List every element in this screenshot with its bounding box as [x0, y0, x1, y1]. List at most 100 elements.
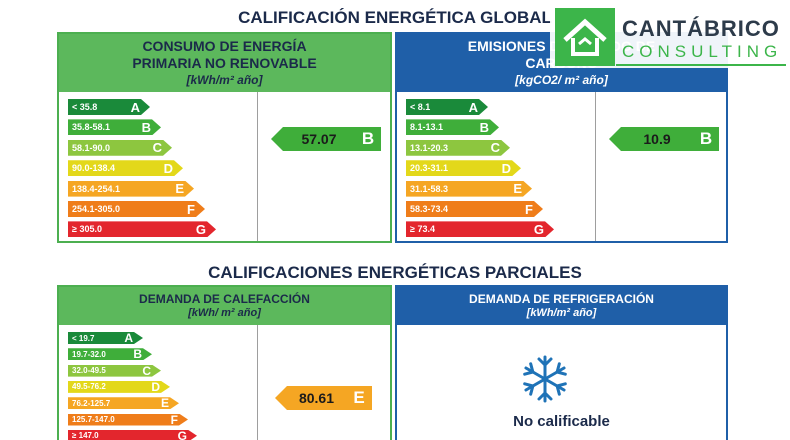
scale-arrow: 138.4-254.1 E: [68, 181, 194, 197]
scale-range: 125.7-147.0: [72, 415, 115, 424]
scale-letter: G: [195, 221, 206, 237]
scale-range: 20.3-31.1: [410, 163, 449, 174]
logo-rule: [616, 64, 786, 66]
scale-letter: D: [163, 160, 173, 176]
scale-arrow: 58.3-73.4 F: [406, 201, 543, 217]
result-arrow: 57.07 B: [271, 127, 381, 151]
scale-arrow: 125.7-147.0 F: [68, 414, 188, 426]
scale-arrow: 32.0-49.5 C: [68, 365, 161, 377]
scale-range: 254.1-305.0: [72, 204, 121, 214]
scale-arrow: 8.1-13.1 B: [406, 119, 499, 135]
scale-letter: B: [479, 119, 489, 135]
scale-letter: C: [490, 140, 500, 156]
result-value: 80.61: [298, 390, 335, 406]
scale-range: 58.3-73.4: [410, 204, 449, 214]
scale-letter: F: [187, 201, 195, 217]
scale-letter: C: [142, 363, 151, 378]
scale-letter: D: [151, 379, 160, 394]
logo: CANTÁBRICO CONSULTING: [550, 4, 790, 68]
scale-arrow: 19.7-32.0 B: [68, 348, 152, 360]
scale-letter: G: [533, 221, 544, 237]
scale-arrow: 35.8-58.1 B: [68, 119, 161, 135]
scale-range: 32.0-49.5: [72, 366, 106, 376]
scale-arrow: < 35.8 A: [68, 99, 150, 115]
scale-range: < 8.1: [410, 102, 431, 112]
heading-line: PRIMARIA NO RENOVABLE: [132, 55, 317, 71]
scale-arrow: 90.0-138.4 D: [68, 160, 183, 176]
scale-letter: F: [525, 201, 533, 217]
scale-letter: E: [513, 181, 522, 197]
scale-letter: E: [160, 396, 169, 411]
scale-arrow: ≥ 305.0 G: [68, 221, 216, 237]
scale-range: 19.7-32.0: [72, 349, 106, 359]
scale-arrow: 254.1-305.0 F: [68, 201, 205, 217]
scale-arrow: 49.5-76.2 D: [68, 381, 170, 393]
scale-range: ≥ 147.0: [72, 431, 99, 440]
result-arrow: 10.9 B: [609, 127, 719, 151]
unit: [kgCO2/ m² año]: [515, 73, 608, 87]
result-letter: E: [353, 388, 365, 407]
result-arrow: 80.61 E: [275, 386, 372, 410]
result-letter: B: [361, 129, 375, 148]
scale-range: 35.8-58.1: [72, 122, 111, 133]
scale-letter: C: [152, 140, 162, 156]
scale-letter: E: [175, 181, 184, 197]
section-title: CALIFICACIONES ENERGÉTICAS PARCIALES: [208, 263, 582, 282]
logo-icon: [555, 8, 615, 66]
scale-range: ≥ 73.4: [410, 224, 435, 235]
scale-letter: A: [130, 99, 140, 115]
scale-letter: D: [501, 160, 511, 176]
scale-range: < 35.8: [72, 102, 98, 112]
unit: [kWh/m² año]: [186, 73, 263, 87]
scale-arrow: < 8.1 A: [406, 99, 488, 115]
scale-letter: A: [124, 331, 133, 345]
panel-header: DEMANDA DE REFRIGERACIÓN [kWh/m² año]: [397, 287, 726, 325]
divider: [595, 92, 596, 241]
scale-range: 13.1-20.3: [410, 142, 449, 153]
scale-range: 49.5-76.2: [72, 382, 106, 392]
unit: [kWh/ m² año]: [188, 307, 261, 319]
scale-arrow: 31.1-58.3 E: [406, 181, 532, 197]
snowflake-icon: [521, 355, 569, 403]
scale-range: 76.2-125.7: [72, 398, 111, 408]
scale-range: 90.0-138.4: [72, 163, 116, 174]
scale-range: 138.4-254.1: [72, 183, 121, 194]
panel: CONSUMO DE ENERGÍA PRIMARIA NO RENOVABLE […: [57, 32, 392, 243]
scale-arrow: 20.3-31.1 D: [406, 160, 521, 176]
panel: EMISIONES DE DIÓXIDO DECARBONO[kgCO2/ m²…: [395, 32, 728, 243]
panel: DEMANDA DE CALEFACCIÓN [kWh/ m² año] < 19.…: [57, 285, 392, 440]
heading-line: CONSUMO DE ENERGÍA: [142, 38, 307, 54]
result-value: 10.9: [643, 131, 671, 147]
result-letter: B: [699, 129, 713, 148]
panel-header: DEMANDA DE CALEFACCIÓN [kWh/ m² año]: [59, 287, 390, 325]
scale-letter: F: [170, 412, 178, 427]
heading-line: DEMANDA DE CALEFACCIÓN: [139, 292, 310, 306]
scale-arrow: 76.2-125.7 E: [68, 397, 179, 409]
scale-arrow: < 19.7 A: [68, 332, 143, 344]
scale-letter: A: [468, 99, 478, 115]
scale-range: 31.1-58.3: [410, 183, 449, 194]
scale-range: < 19.7: [72, 333, 95, 343]
scale-arrow: 13.1-20.3 C: [406, 140, 510, 156]
divider: [257, 325, 258, 440]
panel: DEMANDA DE REFRIGERACIÓN [kWh/m² año] No c…: [395, 285, 728, 440]
scale-arrow: ≥ 147.0 G: [68, 430, 197, 440]
heading-line: DEMANDA DE REFRIGERACIÓN: [469, 292, 654, 306]
result-value: 57.07: [301, 131, 337, 147]
logo-tagline: CONSULTING: [622, 42, 783, 61]
scale-letter: B: [133, 347, 142, 362]
logo-name: CANTÁBRICO: [622, 16, 780, 41]
divider: [257, 92, 258, 241]
scale-range: 8.1-13.1: [410, 122, 444, 133]
panel-header: CONSUMO DE ENERGÍA PRIMARIA NO RENOVABLE […: [59, 34, 390, 92]
status: No calificable: [513, 413, 610, 430]
scale-range: 58.1-90.0: [72, 142, 111, 153]
scale-arrow: 58.1-90.0 C: [68, 140, 172, 156]
page-title: CALIFICACIÓN ENERGÉTICA GLOBAL: [238, 8, 552, 27]
unit: [kWh/m² año]: [526, 307, 597, 319]
scale-range: ≥ 305.0: [72, 224, 102, 235]
scale-arrow: ≥ 73.4 G: [406, 221, 554, 237]
scale-letter: G: [177, 428, 187, 440]
scale-letter: B: [141, 119, 151, 135]
